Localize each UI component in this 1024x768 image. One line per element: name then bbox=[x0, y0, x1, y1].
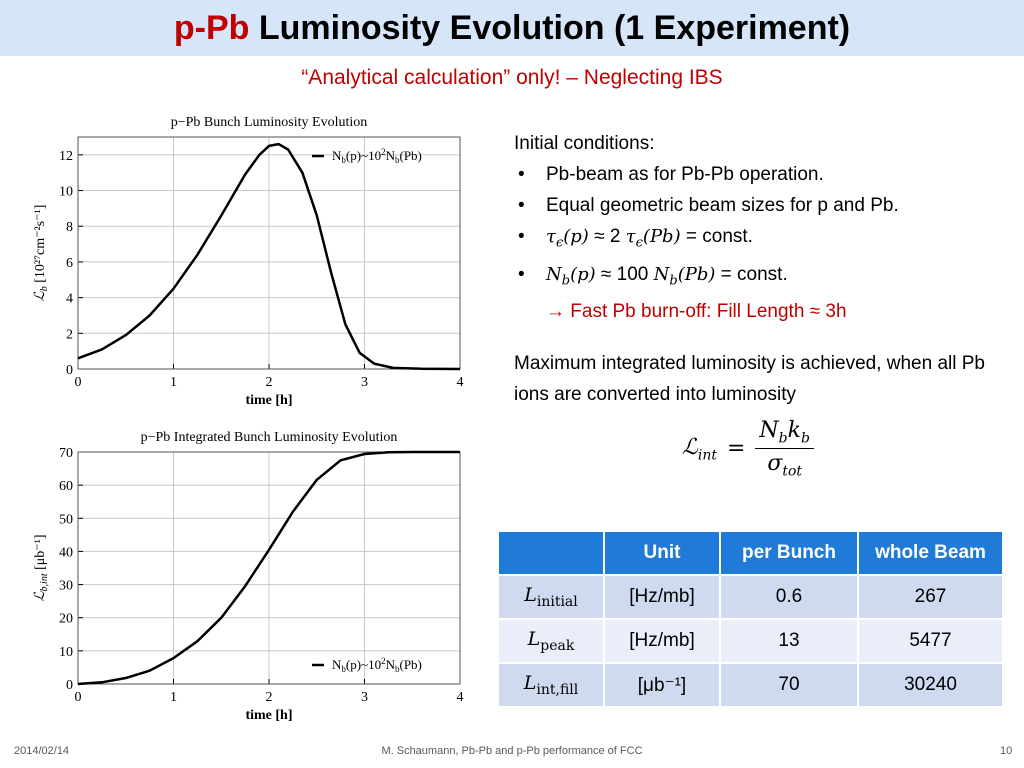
row-symbol: Lint,fill bbox=[497, 662, 605, 708]
x-axis-label: time [h] bbox=[245, 708, 292, 723]
row-symbol: Linitial bbox=[497, 574, 605, 620]
integrated-luminosity-plot: p−Pb Integrated Bunch Luminosity Evoluti… bbox=[28, 425, 473, 735]
y-tick-label: 70 bbox=[59, 446, 73, 461]
integrated-luminosity-formula: ℒint = Nbkb σtot bbox=[682, 418, 814, 480]
footer-author: M. Schaumann, Pb-Pb and p-Pb performance… bbox=[381, 745, 643, 757]
bullet-intensity: Nb(p) ≈ 100 Nb(Pb) = const. bbox=[546, 263, 788, 289]
row-whole-beam: 5477 bbox=[857, 618, 1004, 664]
x-tick-label: 3 bbox=[361, 375, 368, 390]
formula-fraction: Nbkb σtot bbox=[755, 418, 814, 480]
footer-page-number: 10 bbox=[1000, 745, 1013, 757]
initial-conditions-heading: Initial conditions: bbox=[514, 133, 655, 154]
header-per-bunch: per Bunch bbox=[719, 530, 859, 576]
y-tick-label: 40 bbox=[59, 545, 73, 560]
bullet-emittance: τϵ(p) ≈ 2 τϵ(Pb) = const. bbox=[546, 226, 753, 251]
title-bar: p-Pb Luminosity Evolution (1 Experiment) bbox=[0, 0, 1024, 56]
conditions-list: Pb-beam as for Pb-Pb operation. Equal ge… bbox=[514, 159, 1004, 296]
bullet-pb-beam: Pb-beam as for Pb-Pb operation. bbox=[546, 164, 824, 185]
y-axis-label: ℒb,int [μb⁻¹] bbox=[33, 534, 50, 601]
x-tick-label: 1 bbox=[170, 375, 177, 390]
legend-entry: Nb(p)~102Nb(Pb) bbox=[332, 147, 422, 165]
table-row: Lint,fill [μb⁻¹] 70 30240 bbox=[497, 662, 1004, 708]
x-tick-label: 4 bbox=[457, 690, 464, 705]
plot-frame bbox=[77, 136, 461, 370]
table-header-row: Unit per Bunch whole Beam bbox=[497, 530, 1004, 576]
slide-subtitle: “Analytical calculation” only! – Neglect… bbox=[301, 66, 723, 89]
header-blank bbox=[497, 530, 605, 576]
y-tick-label: 0 bbox=[66, 363, 73, 378]
list-item: Nb(p) ≈ 100 Nb(Pb) = const. bbox=[514, 259, 1004, 297]
title-highlight: p-Pb bbox=[173, 8, 250, 47]
y-tick-label: 10 bbox=[59, 645, 73, 660]
row-unit: [Hz/mb] bbox=[603, 618, 721, 664]
row-whole-beam: 267 bbox=[857, 574, 1004, 620]
bunch-luminosity-plot: p−Pb Bunch Luminosity Evolution 0 1 2 3 4 0 2 4 6… bbox=[28, 110, 473, 420]
series-line bbox=[77, 450, 460, 686]
y-tick-label: 6 bbox=[66, 256, 73, 271]
luminosity-table: Unit per Bunch whole Beam Linitial [Hz/m… bbox=[497, 530, 1004, 708]
y-tick-label: 2 bbox=[66, 327, 73, 342]
row-unit: [μb⁻¹] bbox=[603, 662, 721, 708]
y-tick-label: 4 bbox=[66, 292, 73, 307]
header-whole-beam: whole Beam bbox=[857, 530, 1004, 576]
series-line bbox=[77, 142, 461, 371]
footer-date: 2014/02/14 bbox=[14, 745, 70, 757]
table-row: Lpeak [Hz/mb] 13 5477 bbox=[497, 618, 1004, 664]
list-item: Equal geometric beam sizes for p and Pb. bbox=[514, 190, 1004, 221]
row-symbol: Lpeak bbox=[497, 618, 605, 664]
y-tick-label: 60 bbox=[59, 479, 73, 494]
row-per-bunch: 0.6 bbox=[719, 574, 859, 620]
y-tick-label: 8 bbox=[66, 220, 73, 235]
y-tick-label: 20 bbox=[59, 612, 73, 627]
chart-title: p−Pb Integrated Bunch Luminosity Evoluti… bbox=[141, 430, 398, 445]
y-tick-label: 0 bbox=[66, 678, 73, 693]
row-per-bunch: 70 bbox=[719, 662, 859, 708]
integrated-luminosity-svg: p−Pb Integrated Bunch Luminosity Evoluti… bbox=[33, 430, 464, 723]
bullet-beam-sizes: Equal geometric beam sizes for p and Pb. bbox=[546, 195, 899, 216]
formula-equals: = bbox=[726, 436, 746, 462]
formula-lhs: ℒint bbox=[682, 434, 717, 464]
x-tick-label: 0 bbox=[75, 690, 82, 705]
row-unit: [Hz/mb] bbox=[603, 574, 721, 620]
row-whole-beam: 30240 bbox=[857, 662, 1004, 708]
list-item: Pb-beam as for Pb-Pb operation. bbox=[514, 159, 1004, 190]
text-panel: Initial conditions: Pb-beam as for Pb-Pb… bbox=[514, 128, 1004, 410]
header-unit: Unit bbox=[603, 530, 721, 576]
title-rest: Luminosity Evolution (1 Experiment) bbox=[249, 8, 851, 47]
formula-denominator: σtot bbox=[767, 451, 803, 480]
list-item: τϵ(p) ≈ 2 τϵ(Pb) = const. bbox=[514, 221, 1004, 259]
x-tick-label: 2 bbox=[266, 690, 273, 705]
max-integrated-paragraph: Maximum integrated luminosity is achieve… bbox=[514, 353, 985, 406]
x-tick-label: 1 bbox=[170, 690, 177, 705]
y-axis-label: ℒb [10²⁷cm⁻²s⁻¹] bbox=[33, 205, 50, 302]
x-tick-label: 3 bbox=[361, 690, 368, 705]
y-tick-label: 50 bbox=[59, 512, 73, 527]
x-tick-label: 0 bbox=[75, 375, 82, 390]
y-tick-label: 10 bbox=[59, 185, 73, 200]
x-tick-label: 2 bbox=[266, 375, 273, 390]
y-tick-label: 30 bbox=[59, 579, 73, 594]
legend-entry: Nb(p)~102Nb(Pb) bbox=[332, 656, 422, 674]
plot-frame bbox=[77, 451, 461, 685]
y-tick-label: 12 bbox=[59, 149, 73, 164]
row-per-bunch: 13 bbox=[719, 618, 859, 664]
table-row: Linitial [Hz/mb] 0.6 267 bbox=[497, 574, 1004, 620]
formula-numerator: Nbkb bbox=[755, 418, 814, 450]
burn-off-note: → Fast Pb burn-off: Fill Length ≈ 3h bbox=[546, 301, 847, 323]
slide-title: p-Pb Luminosity Evolution (1 Experiment) bbox=[174, 9, 850, 48]
x-axis-label: time [h] bbox=[245, 393, 292, 408]
x-tick-label: 4 bbox=[457, 375, 464, 390]
chart-title: p−Pb Bunch Luminosity Evolution bbox=[171, 115, 368, 130]
